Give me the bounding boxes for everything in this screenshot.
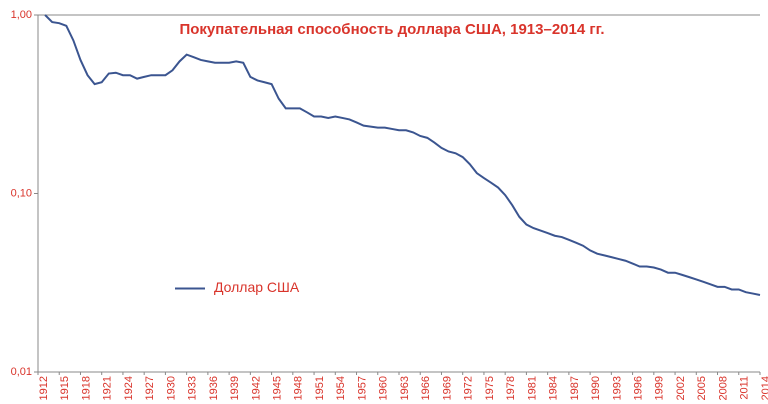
x-tick-label: 1972 (463, 376, 475, 400)
x-tick-label: 1933 (187, 376, 199, 400)
x-tick-label: 1921 (102, 376, 114, 400)
x-tick-label: 2008 (717, 376, 729, 400)
x-tick-label: 1999 (654, 376, 666, 400)
x-tick-label: 1954 (335, 376, 347, 400)
x-tick-label: 1975 (484, 376, 496, 400)
x-tick-label: 1960 (378, 376, 390, 400)
x-tick-label: 1966 (420, 376, 432, 400)
x-tick-label: 1969 (441, 376, 453, 400)
y-tick-label: 0,01 (11, 366, 32, 378)
x-tick-label: 1963 (399, 376, 411, 400)
x-tick-label: 2002 (675, 376, 687, 400)
x-tick-label: 1984 (548, 376, 560, 400)
chart-title: Покупательная способность доллара США, 1… (179, 21, 604, 38)
series-line (44, 14, 761, 296)
x-tick-label: 1924 (123, 376, 135, 400)
x-tick-label: 1939 (229, 376, 241, 400)
y-tick-label: 0,10 (11, 187, 32, 199)
x-tick-label: 1915 (59, 376, 71, 400)
x-tick-label: 1927 (144, 376, 156, 400)
x-tick-label: 1948 (293, 376, 305, 400)
x-tick-label: 1996 (632, 376, 644, 400)
x-tick-label: 1918 (80, 376, 92, 400)
x-tick-label: 1978 (505, 376, 517, 400)
x-tick-label: 1990 (590, 376, 602, 400)
x-tick-label: 1936 (208, 376, 220, 400)
x-tick-label: 2014 (760, 376, 768, 400)
x-tick-label: 1912 (38, 376, 50, 400)
x-tick-label: 2005 (696, 376, 708, 400)
x-tick-label: 1987 (569, 376, 581, 400)
x-tick-label: 2011 (739, 376, 751, 400)
x-tick-label: 1993 (611, 376, 623, 400)
x-tick-label: 1957 (356, 376, 368, 400)
x-tick-label: 1942 (250, 376, 262, 400)
legend-label: Доллар США (214, 279, 300, 295)
x-tick-label: 1951 (314, 376, 326, 400)
x-tick-label: 1981 (526, 376, 538, 400)
y-tick-label: 1,00 (11, 9, 32, 21)
x-tick-label: 1945 (271, 376, 283, 400)
x-tick-label: 1930 (165, 376, 177, 400)
